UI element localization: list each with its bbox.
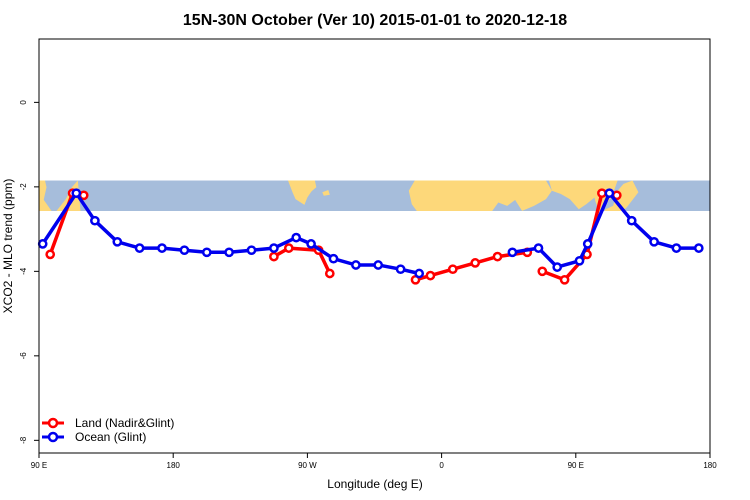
x-axis: 90 E 180 90 W 0 90 E 180: [31, 453, 717, 470]
legend-land-label: Land (Nadir&Glint): [75, 416, 174, 430]
legend: Land (Nadir&Glint) Ocean (Glint): [42, 416, 174, 444]
map-land-1: [39, 180, 47, 206]
data-point-0-3-3: [597, 188, 607, 199]
data-point-1-0-2: [90, 215, 100, 226]
x-axis-label: Longitude (deg E): [327, 477, 422, 491]
data-point-1-0-9: [246, 245, 257, 256]
legend-ocean-label: Ocean (Glint): [75, 430, 146, 444]
series-line-1-1: [512, 191, 699, 269]
data-point-1-0-0: [37, 239, 48, 249]
plot-frame: [38, 38, 711, 454]
data-point-0-1-1: [283, 243, 294, 253]
data-point-1-1-8: [671, 243, 682, 253]
data-point-1-1-9: [693, 243, 704, 253]
data-point-1-0-7: [201, 247, 212, 258]
data-point-1-0-14: [351, 260, 361, 270]
data-point-1-0-3: [112, 236, 123, 247]
data-point-1-1-6: [626, 215, 637, 226]
data-point-0-1-3: [324, 268, 335, 279]
chart-title: 15N-30N October (Ver 10) 2015-01-01 to 2…: [183, 12, 567, 29]
map-land-3: [301, 180, 317, 193]
data-point-1-0-6: [179, 245, 190, 256]
data-point-0-1-0: [269, 251, 279, 262]
series-layer: [37, 188, 704, 285]
data-point-1-0-8: [224, 247, 234, 258]
data-point-1-0-16: [395, 264, 406, 275]
map-land-4: [322, 190, 330, 196]
data-point-1-0-1: [71, 188, 82, 199]
data-point-1-0-11: [291, 232, 302, 243]
data-point-0-2-3: [470, 258, 481, 268]
legend-land-marker: [47, 417, 59, 429]
data-point-1-1-7: [649, 236, 659, 247]
data-point-1-0-15: [373, 260, 384, 270]
data-point-1-0-12: [306, 239, 316, 249]
y-axis: 0 -2 -4 -6 -8: [19, 100, 39, 444]
map-land-6: [493, 180, 552, 211]
map-land-5: [408, 180, 517, 211]
y-tick-label-2: -4: [19, 267, 28, 275]
series-line-0-1: [273, 246, 332, 275]
data-point-1-0-17: [414, 268, 425, 279]
x-tick-label-4: 90 E: [568, 461, 584, 470]
x-tick-label-3: 0: [439, 461, 444, 470]
data-point-1-1-4: [582, 239, 593, 249]
y-tick-label-1: -2: [19, 183, 28, 191]
data-point-0-2-2: [447, 264, 458, 275]
series-ocean: [37, 188, 704, 279]
data-point-1-1-3: [574, 255, 585, 266]
y-axis-label: XCO2 - MLO trend (ppm): [1, 179, 15, 314]
world-map-band: [39, 180, 710, 211]
data-point-1-1-0: [507, 247, 518, 258]
map-land-2: [262, 180, 315, 205]
y-tick-label-4: -8: [19, 436, 28, 444]
data-point-1-1-1: [533, 243, 544, 253]
data-point-1-0-5: [157, 243, 167, 253]
x-tick-label-1: 180: [167, 461, 181, 470]
data-point-0-3-1: [559, 274, 570, 285]
x-tick-label-5: 180: [703, 461, 717, 470]
map-land-7: [549, 180, 597, 210]
y-tick-label-3: -6: [19, 352, 28, 360]
data-point-0-2-1: [425, 270, 436, 281]
data-point-1-0-10: [269, 243, 279, 253]
data-point-1-1-2: [552, 262, 563, 272]
legend-ocean-marker: [47, 431, 59, 443]
data-point-0-2-4: [492, 251, 503, 262]
data-point-0-0-0: [45, 249, 56, 260]
x-tick-label-0: 90 E: [31, 461, 47, 470]
data-point-0-3-0: [537, 266, 548, 277]
data-point-1-1-5: [604, 188, 615, 199]
x-tick-label-2: 90 W: [298, 461, 317, 470]
data-point-1-0-13: [328, 253, 339, 264]
y-tick-label-0: 0: [19, 100, 28, 105]
data-point-1-0-4: [134, 243, 145, 253]
